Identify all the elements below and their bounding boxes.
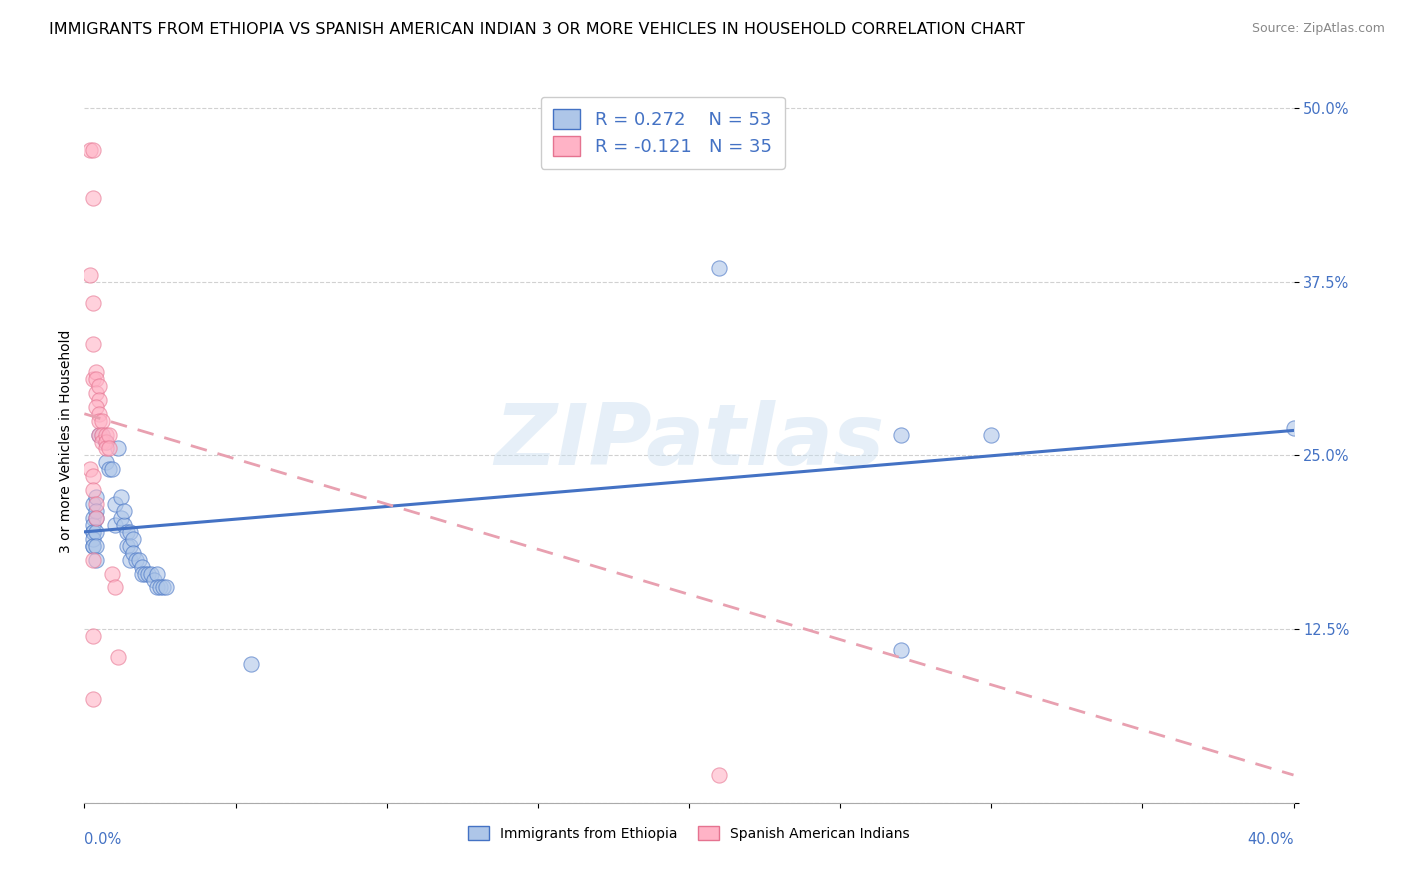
Text: ZIPatlas: ZIPatlas bbox=[494, 400, 884, 483]
Point bbox=[89, 392, 111, 407]
Point bbox=[89, 379, 111, 393]
Point bbox=[136, 566, 159, 581]
Point bbox=[82, 552, 104, 566]
Point bbox=[86, 497, 108, 511]
Point bbox=[131, 566, 153, 581]
Point bbox=[94, 434, 117, 449]
Point bbox=[79, 268, 101, 282]
Point bbox=[82, 497, 104, 511]
Point bbox=[139, 566, 162, 581]
Point bbox=[91, 427, 114, 442]
Point bbox=[82, 691, 104, 706]
Point bbox=[91, 414, 114, 428]
Point bbox=[86, 511, 108, 525]
Point bbox=[112, 517, 135, 532]
Point bbox=[82, 295, 104, 310]
Point bbox=[79, 462, 101, 476]
Point bbox=[91, 434, 114, 449]
Point bbox=[86, 511, 108, 525]
Point bbox=[82, 337, 104, 351]
Point bbox=[86, 365, 108, 379]
Point bbox=[94, 427, 117, 442]
Point bbox=[82, 191, 104, 205]
Point bbox=[118, 524, 141, 539]
Point bbox=[89, 427, 111, 442]
Point bbox=[82, 532, 104, 546]
Point bbox=[97, 427, 120, 442]
Point bbox=[146, 581, 169, 595]
Point bbox=[91, 427, 114, 442]
Point bbox=[131, 559, 153, 574]
Point bbox=[1282, 420, 1305, 434]
Point bbox=[86, 504, 108, 518]
Point bbox=[104, 497, 127, 511]
Text: 40.0%: 40.0% bbox=[1247, 831, 1294, 847]
Point bbox=[86, 524, 108, 539]
Point bbox=[125, 552, 148, 566]
Point bbox=[89, 407, 111, 421]
Point bbox=[82, 483, 104, 498]
Point bbox=[94, 455, 117, 469]
Point bbox=[82, 469, 104, 483]
Point bbox=[121, 546, 143, 560]
Point bbox=[155, 581, 177, 595]
Point bbox=[149, 581, 172, 595]
Point bbox=[86, 385, 108, 400]
Point bbox=[107, 442, 129, 456]
Text: IMMIGRANTS FROM ETHIOPIA VS SPANISH AMERICAN INDIAN 3 OR MORE VEHICLES IN HOUSEH: IMMIGRANTS FROM ETHIOPIA VS SPANISH AMER… bbox=[49, 22, 1025, 37]
Point bbox=[239, 657, 262, 671]
Point bbox=[86, 539, 108, 553]
Point bbox=[118, 539, 141, 553]
Point bbox=[82, 143, 104, 157]
Point bbox=[110, 490, 132, 504]
Point bbox=[79, 143, 101, 157]
Y-axis label: 3 or more Vehicles in Household: 3 or more Vehicles in Household bbox=[59, 330, 73, 553]
Point bbox=[121, 532, 143, 546]
Point bbox=[152, 581, 174, 595]
Point bbox=[709, 260, 731, 275]
Point bbox=[82, 517, 104, 532]
Point bbox=[709, 768, 731, 782]
Point bbox=[82, 539, 104, 553]
Point bbox=[89, 427, 111, 442]
Point bbox=[890, 643, 912, 657]
Point bbox=[86, 372, 108, 386]
Point bbox=[94, 434, 117, 449]
Point bbox=[115, 539, 138, 553]
Point bbox=[142, 574, 165, 588]
Point bbox=[97, 462, 120, 476]
Text: 0.0%: 0.0% bbox=[84, 831, 121, 847]
Point bbox=[82, 511, 104, 525]
Point bbox=[118, 552, 141, 566]
Point bbox=[112, 504, 135, 518]
Text: Source: ZipAtlas.com: Source: ZipAtlas.com bbox=[1251, 22, 1385, 36]
Point bbox=[104, 581, 127, 595]
Point bbox=[134, 566, 156, 581]
Point bbox=[86, 490, 108, 504]
Point bbox=[890, 427, 912, 442]
Point bbox=[82, 524, 104, 539]
Point bbox=[82, 372, 104, 386]
Point bbox=[146, 566, 169, 581]
Point bbox=[82, 539, 104, 553]
Point bbox=[104, 517, 127, 532]
Point bbox=[100, 566, 122, 581]
Point bbox=[128, 552, 150, 566]
Point bbox=[86, 552, 108, 566]
Point bbox=[115, 524, 138, 539]
Point bbox=[110, 511, 132, 525]
Point bbox=[980, 427, 1002, 442]
Point bbox=[82, 629, 104, 643]
Legend: Immigrants from Ethiopia, Spanish American Indians: Immigrants from Ethiopia, Spanish Americ… bbox=[463, 821, 915, 847]
Point bbox=[107, 649, 129, 664]
Point bbox=[82, 524, 104, 539]
Point bbox=[94, 442, 117, 456]
Point bbox=[97, 442, 120, 456]
Point bbox=[89, 414, 111, 428]
Point bbox=[86, 400, 108, 414]
Point bbox=[100, 462, 122, 476]
